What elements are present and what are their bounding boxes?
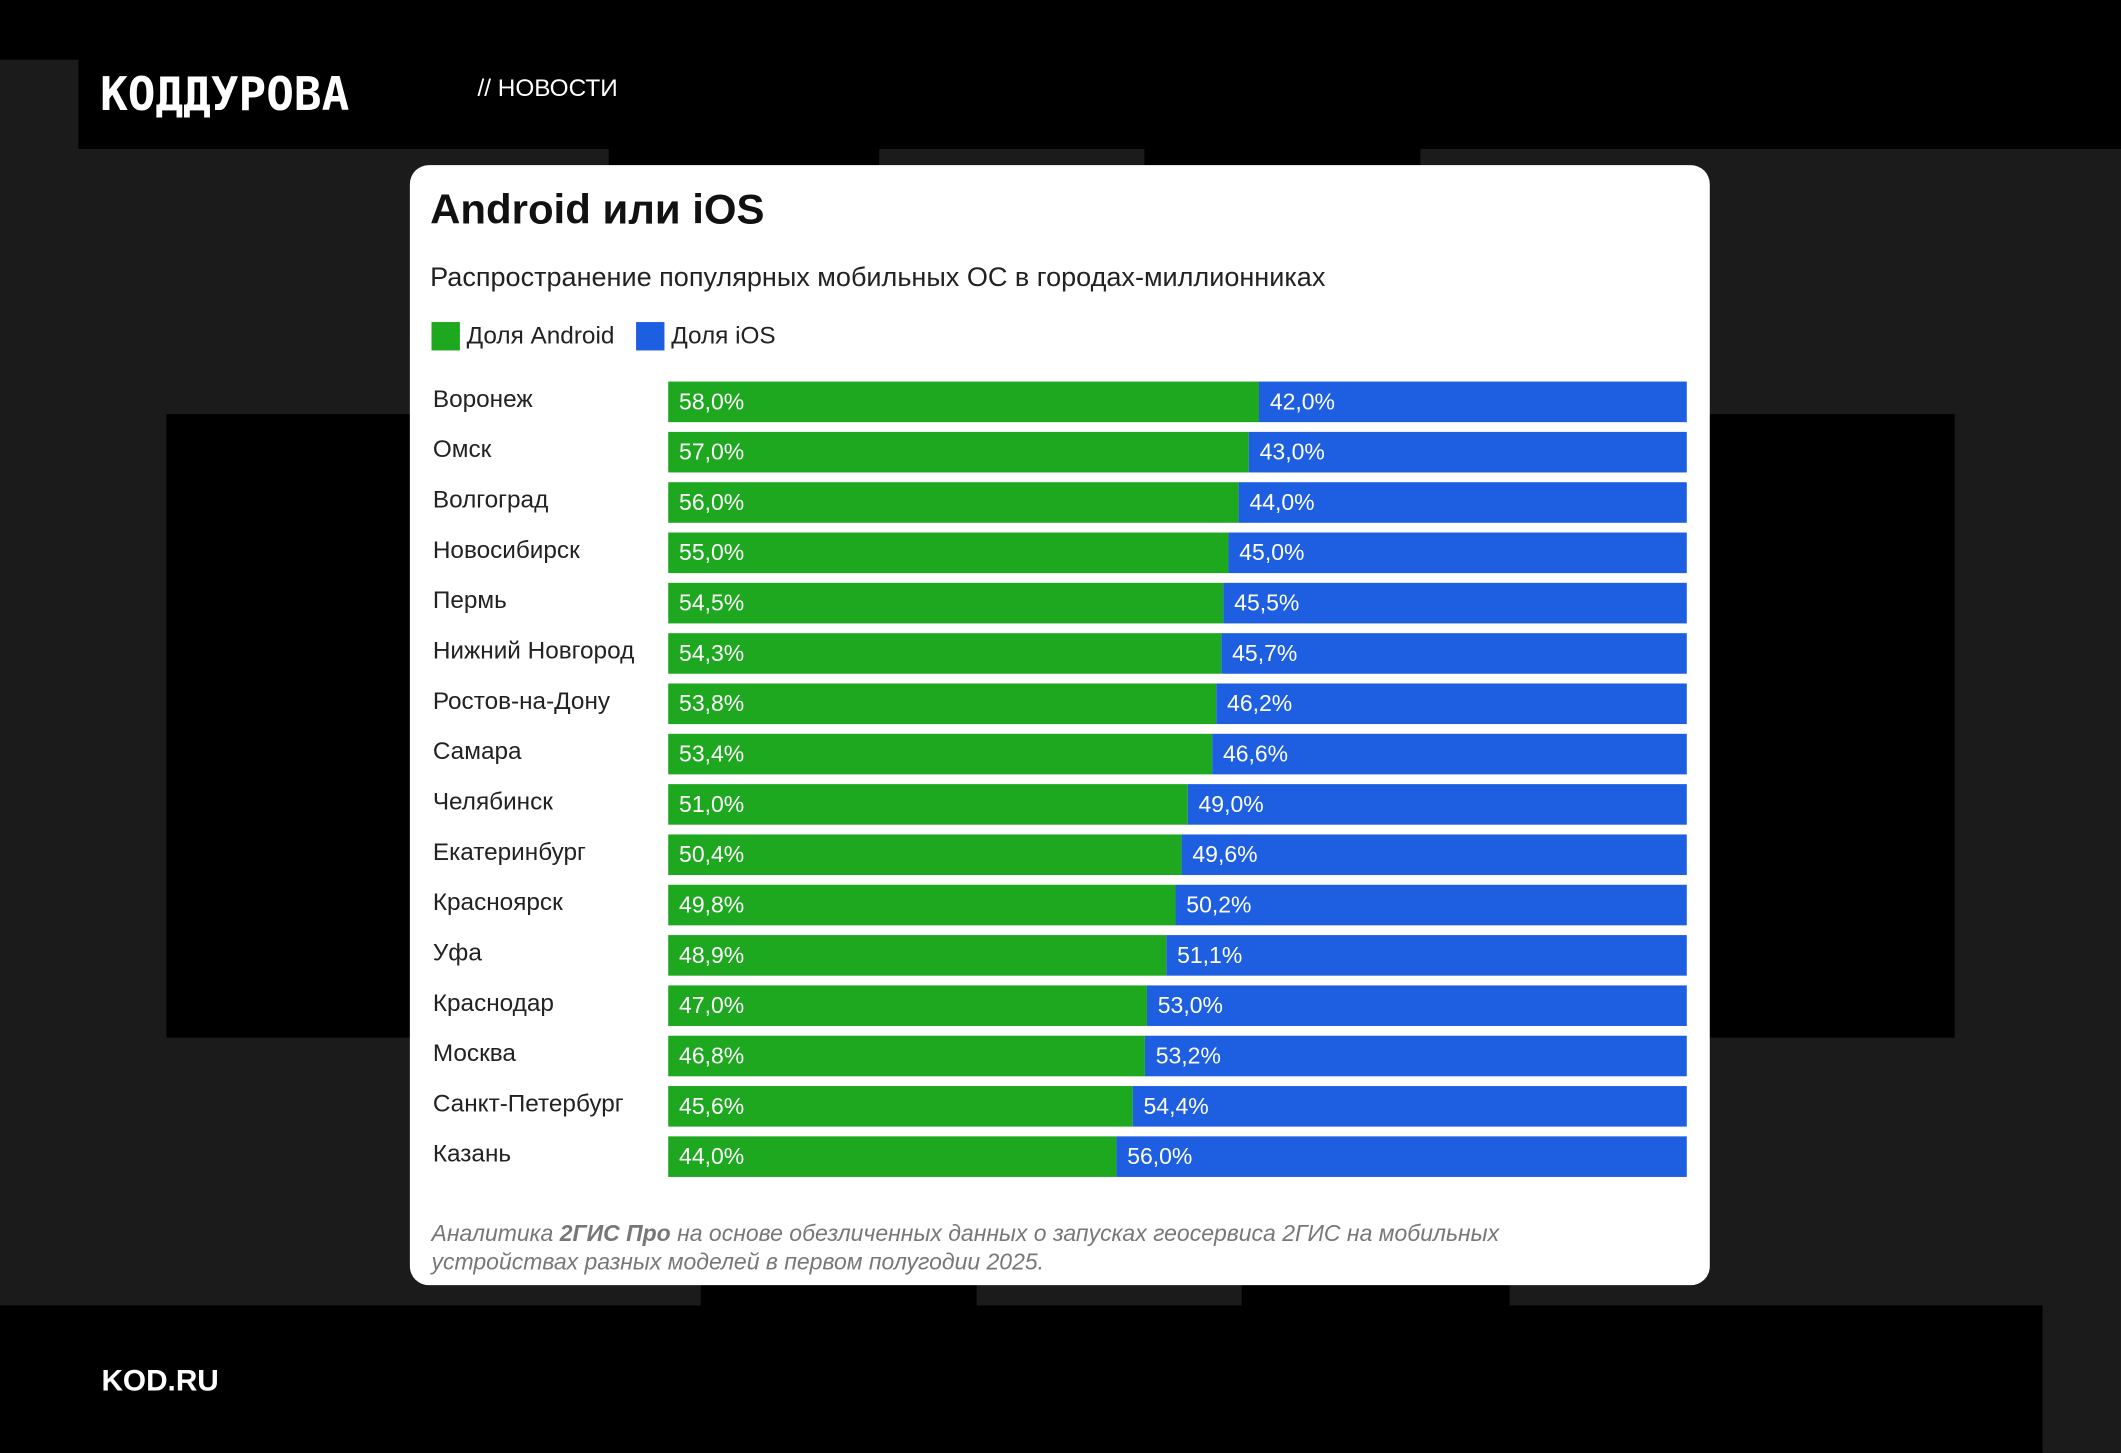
bar-segment [1166,935,1687,976]
value-label: 54,5% [679,590,744,616]
value-label: 53,2% [1156,1042,1221,1068]
legend-swatch [431,322,460,351]
value-label: 53,8% [679,690,744,716]
bar-segment [668,1086,1133,1127]
y-tick-label: Ростов-на-Дону [433,688,611,715]
note: Аналитика 2ГИС Про на основе обезличенны… [430,1220,1501,1246]
note: устройствах разных моделей в первом полу… [430,1249,1045,1275]
value-label: 55,0% [679,539,744,565]
section: // НОВОСТИ [477,75,617,102]
value-label: 54,3% [679,640,744,666]
y-tick-label: Воронеж [433,386,534,413]
deco [608,148,880,166]
bar-segment [668,532,1229,574]
bar-segment [1238,482,1687,523]
bar-segment [668,431,1249,473]
y-tick-label: Самара [433,738,522,765]
bar-segment [1132,1086,1687,1127]
value-label: 43,0% [1260,439,1325,465]
y-tick-label: Краснодар [433,990,554,1017]
bar-segment [1187,784,1687,825]
bar-segment [1258,381,1687,423]
legend-label: Доля Android [467,322,615,349]
bar-segment [668,1136,1117,1177]
bar-segment [668,884,1176,926]
bar-segment [668,1035,1145,1077]
bar-segment [1221,633,1687,674]
bar-segment [1216,683,1687,725]
bar-segment [1212,733,1687,775]
value-label: 49,8% [679,891,744,917]
value-label: 53,0% [1158,992,1223,1018]
bar-segment [1144,1035,1687,1077]
value-label: 49,6% [1192,841,1257,867]
y-tick-label: Уфа [433,939,482,966]
bar-segment [1223,582,1687,624]
value-label: 44,0% [1249,489,1314,515]
value-label: 45,6% [679,1093,744,1119]
bar-segment [1146,985,1687,1026]
chart-title: Android или iOS [430,186,764,233]
y-tick-label: Красноярск [433,889,563,916]
value-label: 45,5% [1234,590,1299,616]
bar-segment [1181,834,1687,876]
deco [1144,148,1421,166]
value-label: 53,4% [679,741,744,767]
value-label: 44,0% [679,1143,744,1169]
value-label: 45,7% [1232,640,1297,666]
bar-segment [1116,1136,1687,1177]
value-label: 50,2% [1186,891,1251,917]
bar-segment [668,582,1224,624]
bar-segment [1175,884,1687,926]
value-label: 42,0% [1270,388,1335,414]
top-band [0,0,2121,60]
bar-segment [1228,532,1687,574]
y-tick-label: Казань [433,1141,511,1168]
y-tick-label: Екатеринбург [433,839,586,866]
value-label: 51,1% [1177,942,1242,968]
value-label: 46,6% [1223,741,1288,767]
value-label: 56,0% [1127,1143,1192,1169]
chart-subtitle: Распространение популярных мобильных ОС … [430,262,1326,292]
y-tick-label: Санкт-Петербург [433,1090,624,1117]
y-tick-label: Москва [433,1040,517,1067]
bar-segment [668,935,1167,976]
footer-bar [0,1305,2043,1453]
value-label: 56,0% [679,489,744,515]
bar-segment [668,834,1182,876]
deco [1241,1285,1510,1306]
value-label: 50,4% [679,841,744,867]
value-label: 54,4% [1144,1093,1209,1119]
bar-segment [668,985,1147,1026]
bar-segment [668,683,1217,725]
bar-segment [668,633,1222,674]
y-tick-label: Новосибирск [433,537,580,564]
value-label: 51,0% [679,791,744,817]
brand: КОДДУРОВА [100,67,349,121]
bar-segment [668,482,1239,523]
deco [700,1285,977,1306]
bar-segment [1248,431,1687,473]
y-tick-label: Пермь [433,587,507,614]
y-tick-label: Омск [433,436,492,463]
y-tick-label: Челябинск [433,788,553,815]
bar-segment [668,733,1213,775]
bar-segment [668,381,1259,423]
value-label: 57,0% [679,439,744,465]
bar-segment [668,784,1188,825]
header-bar [78,59,2121,149]
value-label: 47,0% [679,992,744,1018]
legend-swatch [636,322,665,351]
y-tick-label: Нижний Новгород [433,638,634,665]
site: KOD.RU [101,1364,218,1397]
legend-label: Доля iOS [671,322,775,349]
value-label: 58,0% [679,388,744,414]
value-label: 49,0% [1199,791,1264,817]
y-tick-label: Волгоград [433,487,548,514]
value-label: 46,8% [679,1042,744,1068]
value-label: 45,0% [1239,539,1304,565]
value-label: 46,2% [1227,690,1292,716]
value-label: 48,9% [679,942,744,968]
